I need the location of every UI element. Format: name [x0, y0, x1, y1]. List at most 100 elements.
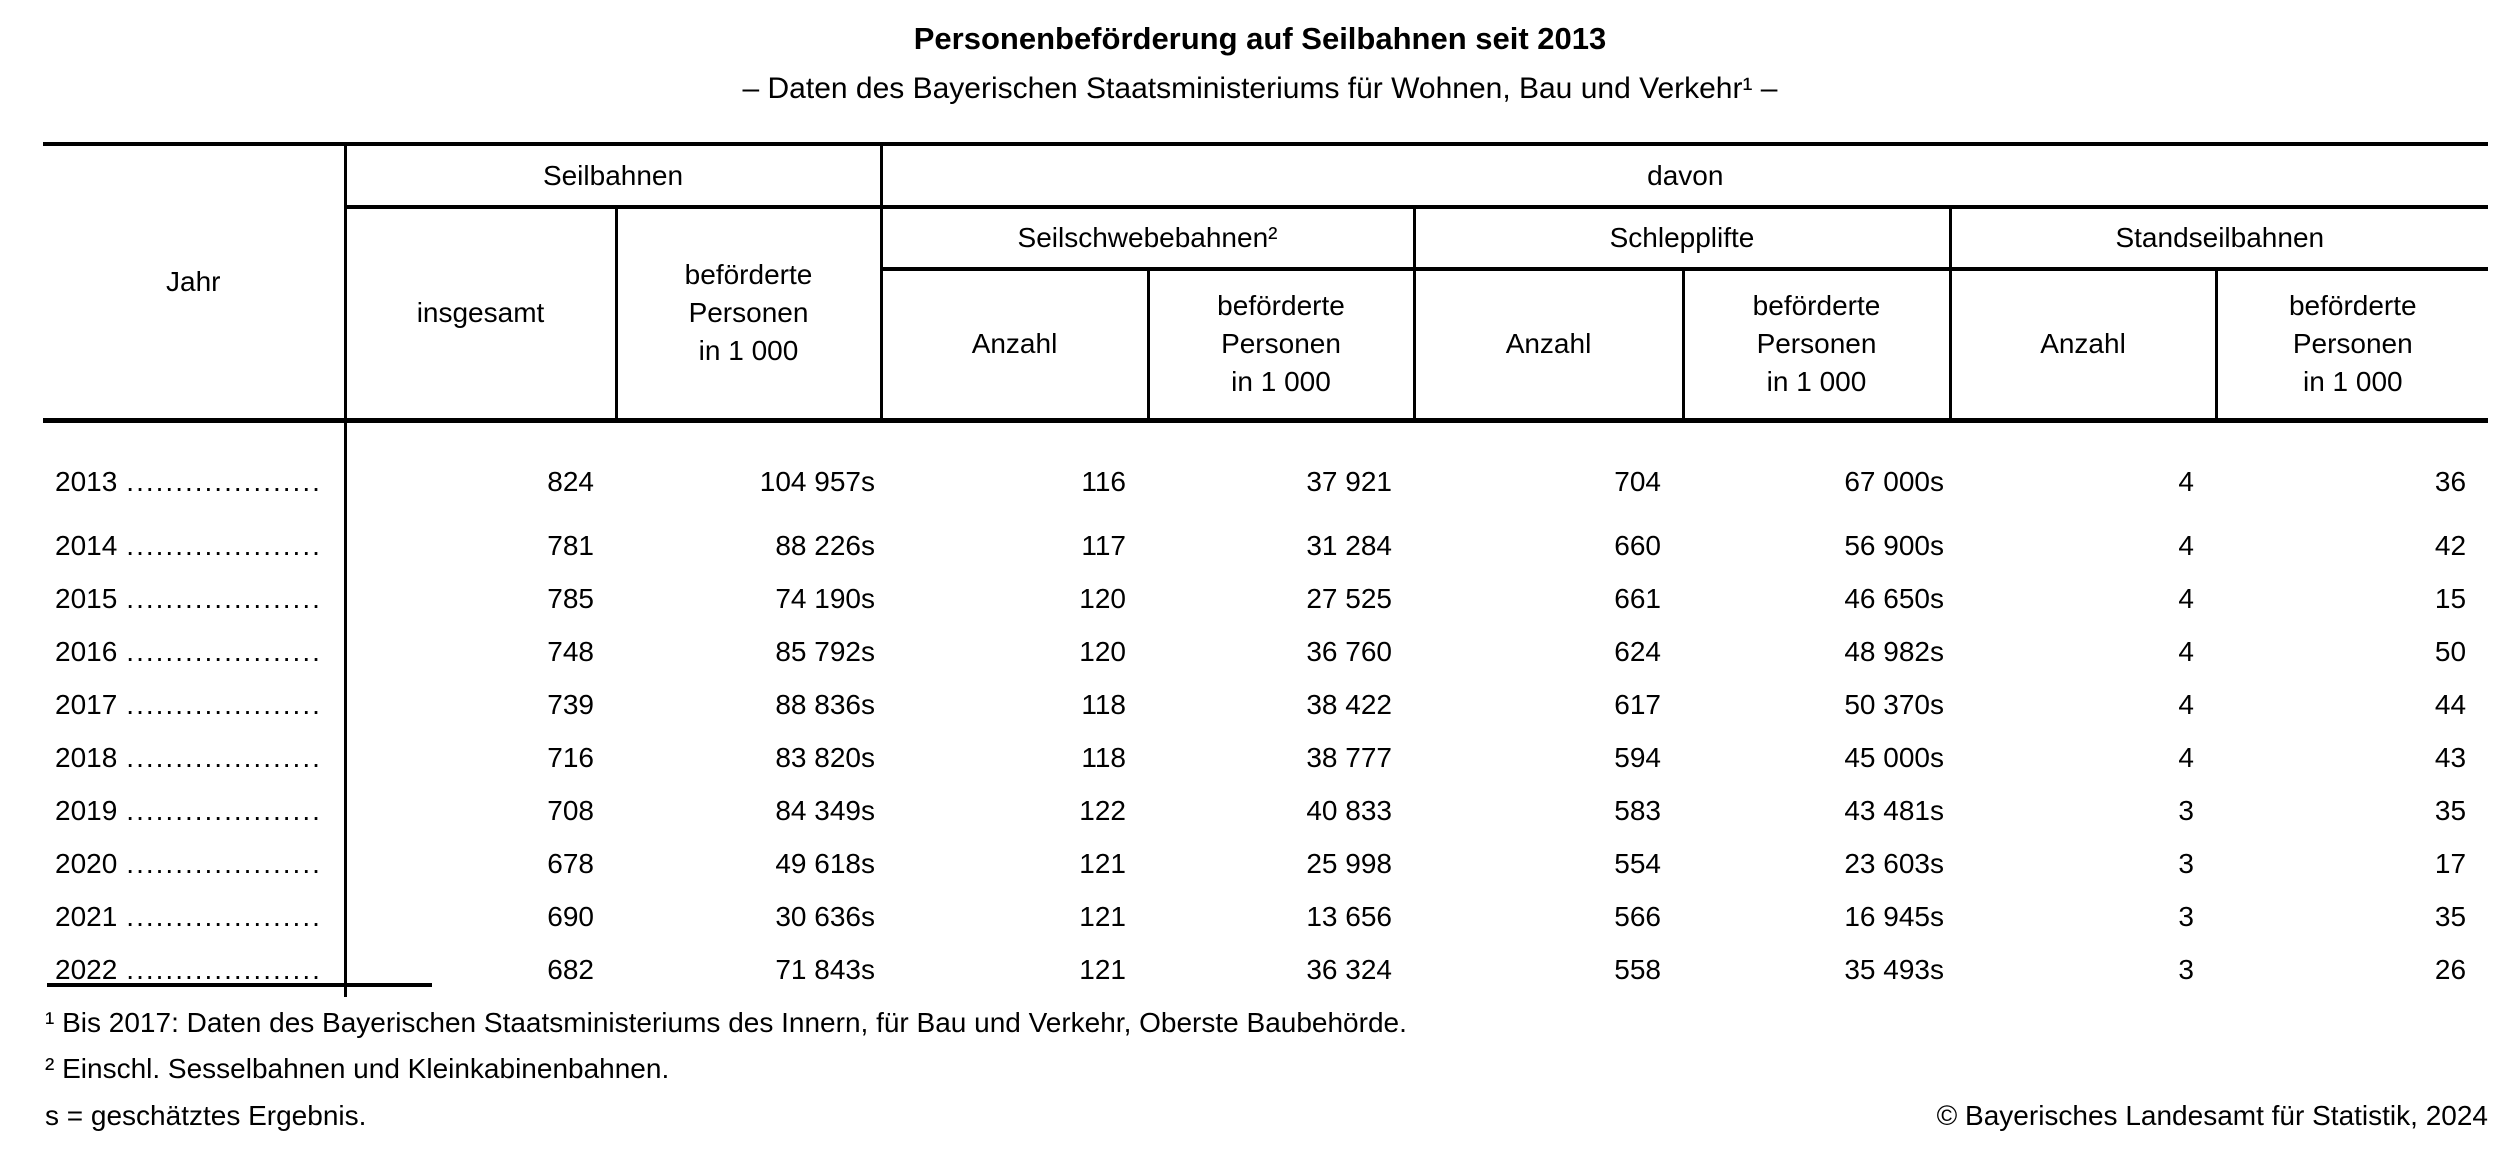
footnote-divider — [47, 983, 432, 987]
table-row: 2022.................... 682 71 843s 121 36 … — [43, 943, 2488, 997]
cell-seilbahnen-insgesamt: 748 — [547, 636, 594, 667]
cell-seilschwebebahnen-anzahl: 118 — [1081, 689, 1126, 720]
year-label: 2014 — [55, 530, 118, 561]
year-label: 2016 — [55, 636, 118, 667]
cell-standseilbahnen-befoerderte: 26 — [2434, 954, 2467, 985]
statistics-table: Jahr Seilbahnen davon insgesamt beförder… — [43, 142, 2489, 997]
cell-seilbahnen-insgesamt: 682 — [547, 954, 594, 985]
cell-jahr: 2016.................... — [43, 625, 347, 679]
cell-jahr: 2014.................... — [43, 519, 347, 573]
cell-seilschwebebahnen-anzahl: 121 — [1079, 848, 1126, 879]
dotted-leader: .................... — [126, 466, 322, 497]
year-label: 2022 — [55, 954, 118, 985]
header-seilbahnen-befoerderte-personen: beförderte Personen in 1 000 — [616, 207, 883, 423]
cell-schlepplifte-anzahl: 594 — [1614, 742, 1661, 773]
cell-seilschwebebahnen-befoerderte: 25 998 — [1306, 848, 1392, 879]
dotted-leader: .................... — [126, 954, 322, 985]
cell-schlepplifte-befoerderte: 46 650s — [1844, 583, 1944, 614]
cell-seilschwebebahnen-befoerderte: 38 422 — [1306, 689, 1392, 720]
cell-seilschwebebahnen-befoerderte: 13 656 — [1306, 901, 1392, 932]
cell-seilschwebebahnen-anzahl: 122 — [1079, 795, 1126, 826]
cell-standseilbahnen-anzahl: 4 — [2178, 583, 2194, 614]
table-row: 2013.................... 824 104 957s 116 37… — [43, 420, 2488, 520]
cell-standseilbahnen-befoerderte: 44 — [2434, 689, 2467, 720]
header-seilbahnen-insgesamt: insgesamt — [345, 207, 618, 423]
cell-jahr: 2022.................... — [43, 943, 347, 997]
year-label: 2020 — [55, 848, 118, 879]
cell-standseilbahnen-anzahl: 4 — [2178, 466, 2194, 497]
cell-standseilbahnen-befoerderte: 50 — [2434, 636, 2467, 667]
cell-seilschwebebahnen-anzahl: 118 — [1081, 742, 1126, 773]
cell-schlepplifte-befoerderte: 43 481s — [1844, 795, 1944, 826]
cell-schlepplifte-befoerderte: 16 945s — [1844, 901, 1944, 932]
cell-seilbahnen-befoerderte: 83 820s — [775, 742, 875, 773]
cell-jahr: 2019.................... — [43, 784, 347, 838]
cell-schlepplifte-befoerderte: 23 603s — [1844, 848, 1944, 879]
page-title: Personenbeförderung auf Seilbahnen seit … — [913, 21, 1607, 56]
cell-standseilbahnen-anzahl: 3 — [2178, 848, 2194, 879]
table-row: 2016.................... 748 85 792s 120 36 … — [43, 625, 2488, 679]
cell-schlepplifte-befoerderte: 50 370s — [1844, 689, 1944, 720]
footnote-s-legend: s = geschätztes Ergebnis. — [45, 1100, 367, 1131]
table-row: 2020.................... 678 49 618s 121 25 … — [43, 837, 2488, 891]
footnote-2: ² Einschl. Sesselbahnen und Kleinkabinen… — [45, 1053, 670, 1084]
cell-seilbahnen-befoerderte: 84 349s — [775, 795, 875, 826]
cell-standseilbahnen-befoerderte: 36 — [2434, 466, 2467, 497]
cell-seilbahnen-befoerderte: 85 792s — [775, 636, 875, 667]
dotted-leader: .................... — [126, 742, 322, 773]
header-jahr: Jahr — [43, 142, 347, 423]
cell-seilschwebebahnen-befoerderte: 36 324 — [1306, 954, 1392, 985]
header-schlepplifte-befoerderte-personen: beförderte Personen in 1 000 — [1683, 269, 1952, 423]
cell-schlepplifte-anzahl: 558 — [1614, 954, 1661, 985]
cell-seilbahnen-befoerderte: 88 226s — [775, 530, 875, 561]
cell-standseilbahnen-befoerderte: 35 — [2434, 795, 2467, 826]
year-label: 2018 — [55, 742, 118, 773]
cell-standseilbahnen-anzahl: 4 — [2178, 530, 2194, 561]
cell-seilschwebebahnen-anzahl: 120 — [1079, 583, 1126, 614]
table-row: 2014.................... 781 88 226s 117 31 … — [43, 519, 2488, 573]
table-row: 2018.................... 716 83 820s 118 38 … — [43, 731, 2488, 785]
cell-schlepplifte-anzahl: 583 — [1614, 795, 1661, 826]
dotted-leader: .................... — [126, 901, 322, 932]
cell-jahr: 2017.................... — [43, 678, 347, 732]
page-subtitle: – Daten des Bayerischen Staatsministeriu… — [742, 72, 1778, 105]
dotted-leader: .................... — [126, 848, 322, 879]
cell-schlepplifte-anzahl: 624 — [1614, 636, 1661, 667]
cell-seilschwebebahnen-anzahl: 120 — [1079, 636, 1126, 667]
cell-seilschwebebahnen-befoerderte: 27 525 — [1306, 583, 1392, 614]
cell-schlepplifte-anzahl: 617 — [1614, 689, 1661, 720]
cell-schlepplifte-anzahl: 554 — [1614, 848, 1661, 879]
cell-schlepplifte-anzahl: 704 — [1614, 466, 1661, 497]
cell-seilschwebebahnen-befoerderte: 38 777 — [1306, 742, 1392, 773]
cell-seilbahnen-insgesamt: 708 — [547, 795, 594, 826]
cell-seilschwebebahnen-anzahl: 121 — [1079, 901, 1126, 932]
copyright-note: © Bayerisches Landesamt für Statistik, 2… — [1936, 1100, 2488, 1131]
header-group-davon: davon — [881, 142, 2489, 209]
year-label: 2013 — [55, 466, 118, 497]
cell-seilbahnen-befoerderte: 74 190s — [775, 583, 875, 614]
cell-seilbahnen-insgesamt: 716 — [547, 742, 594, 773]
table-row: 2019.................... 708 84 349s 122 40 … — [43, 784, 2488, 838]
table-body: 2013.................... 824 104 957s 116 37… — [43, 420, 2488, 997]
dotted-leader: .................... — [126, 583, 322, 614]
cell-seilschwebebahnen-anzahl: 117 — [1081, 530, 1126, 561]
cell-seilschwebebahnen-befoerderte: 37 921 — [1306, 466, 1392, 497]
header-seilschwebebahnen-anzahl: Anzahl — [881, 269, 1150, 423]
cell-seilbahnen-befoerderte: 30 636s — [775, 901, 875, 932]
header-sub-seilschwebebahnen: Seilschwebebahnen² — [881, 207, 1416, 271]
cell-seilschwebebahnen-befoerderte: 40 833 — [1306, 795, 1392, 826]
cell-schlepplifte-befoerderte: 56 900s — [1844, 530, 1944, 561]
header-sub-standseilbahnen: Standseilbahnen — [1950, 207, 2489, 271]
header-schlepplifte-anzahl: Anzahl — [1414, 269, 1685, 423]
cell-standseilbahnen-befoerderte: 17 — [2434, 848, 2467, 879]
dotted-leader: .................... — [126, 795, 322, 826]
cell-standseilbahnen-anzahl: 4 — [2178, 689, 2194, 720]
table-row: 2021.................... 690 30 636s 121 13 … — [43, 890, 2488, 944]
cell-jahr: 2018.................... — [43, 731, 347, 785]
year-label: 2019 — [55, 795, 118, 826]
cell-seilschwebebahnen-befoerderte: 36 760 — [1306, 636, 1392, 667]
dotted-leader: .................... — [126, 636, 322, 667]
header-sub-schlepplifte: Schlepplifte — [1414, 207, 1952, 271]
cell-jahr: 2015.................... — [43, 572, 347, 626]
cell-standseilbahnen-anzahl: 3 — [2178, 954, 2194, 985]
